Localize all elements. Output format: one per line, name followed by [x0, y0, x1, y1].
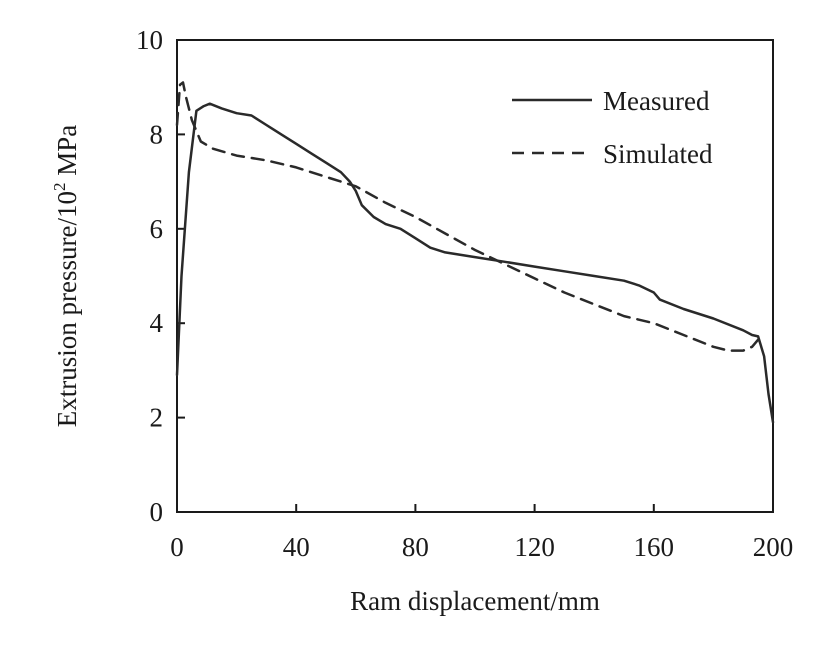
y-axis-title-unit: MPa [52, 125, 82, 183]
y-tick-label: 8 [150, 119, 164, 149]
x-axis-ticks: 0 40 80 120 160 200 [170, 504, 793, 562]
plot-frame [176, 39, 774, 513]
x-tick-label: 40 [283, 532, 310, 562]
x-tick-label: 0 [170, 532, 184, 562]
legend: Measured Simulated [512, 86, 713, 169]
series-line-measured [175, 102, 775, 424]
x-tick-label: 80 [402, 532, 429, 562]
y-axis-title-main: Extrusion pressure/10 [52, 191, 82, 427]
y-tick-label: 4 [150, 308, 164, 338]
x-tick-label: 160 [634, 532, 675, 562]
plot-series [175, 81, 775, 424]
legend-label-measured: Measured [603, 86, 710, 116]
x-axis-title: Ram displacement/mm [350, 586, 600, 616]
x-tick-label: 200 [753, 532, 794, 562]
y-tick-label: 2 [150, 403, 164, 433]
legend-label-simulated: Simulated [603, 139, 713, 169]
y-axis-title-sup: 2 [50, 183, 69, 192]
series-line-simulated [175, 81, 760, 352]
y-tick-label: 6 [150, 214, 164, 244]
y-tick-label: 10 [136, 25, 163, 55]
x-tick-label: 120 [514, 532, 555, 562]
y-axis-ticks: 0 2 4 6 8 10 [136, 25, 185, 527]
y-tick-label: 0 [150, 497, 164, 527]
y-axis-title: Extrusion pressure/102 MPa [50, 125, 82, 427]
